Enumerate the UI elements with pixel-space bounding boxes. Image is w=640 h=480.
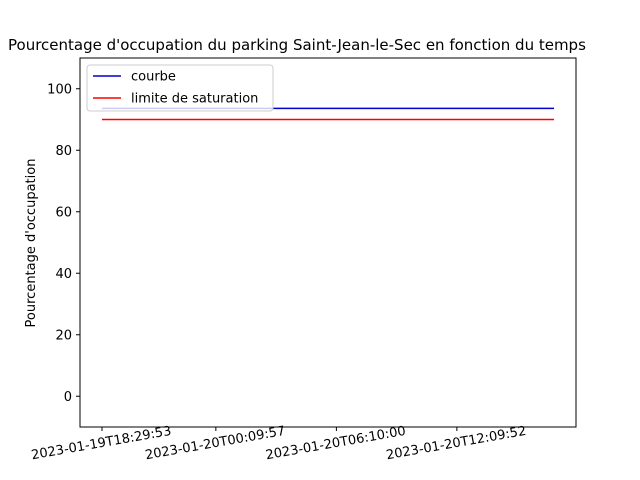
y-tick-label: 80 (55, 144, 72, 159)
y-axis-title: Pourcentage d'occupation (24, 159, 39, 328)
legend-box (86, 64, 274, 112)
y-tick-label: 0 (64, 390, 72, 405)
y-tick-label: 40 (55, 267, 72, 282)
legend-label-0: courbe (131, 70, 176, 85)
legend-label-1: limite de saturation (131, 92, 258, 107)
y-tick-label: 60 (55, 205, 72, 220)
plot-frame (79, 57, 577, 428)
y-tick-label: 20 (55, 328, 72, 343)
y-tick-label: 100 (47, 82, 72, 97)
chart-title: Pourcentage d'occupation du parking Sain… (8, 36, 586, 54)
